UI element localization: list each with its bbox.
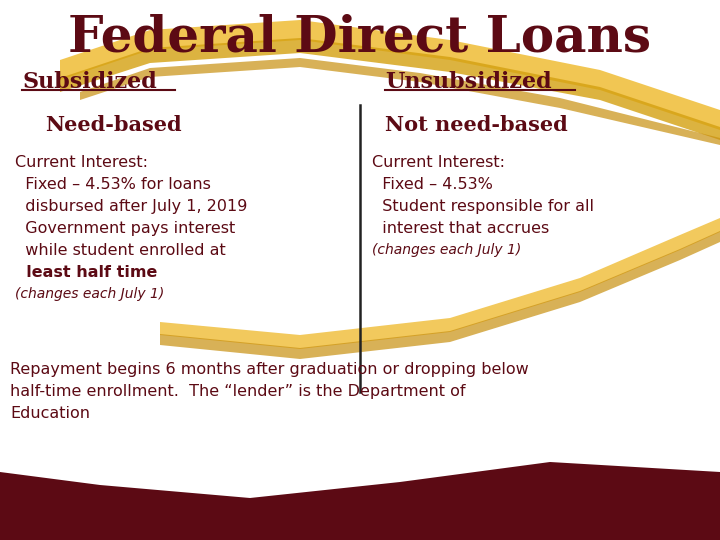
Text: half-time enrollment.  The “lender” is the Department of: half-time enrollment. The “lender” is th…	[10, 384, 466, 399]
Text: Not need-based: Not need-based	[385, 115, 568, 135]
Text: Education: Education	[10, 406, 90, 421]
Text: Current Interest:: Current Interest:	[15, 155, 148, 170]
Polygon shape	[160, 218, 720, 349]
Text: while student enrolled at: while student enrolled at	[15, 243, 226, 258]
Text: interest that accrues: interest that accrues	[372, 221, 549, 236]
Text: Need-based: Need-based	[45, 115, 181, 135]
Text: Fixed – 4.53% for loans: Fixed – 4.53% for loans	[15, 177, 211, 192]
Polygon shape	[0, 462, 720, 540]
Text: disbursed after July 1, 2019: disbursed after July 1, 2019	[15, 199, 248, 214]
Polygon shape	[160, 231, 720, 359]
Text: Government pays interest: Government pays interest	[15, 221, 235, 236]
Text: Student responsible for all: Student responsible for all	[372, 199, 594, 214]
Text: Federal Direct Loans: Federal Direct Loans	[68, 14, 652, 63]
Text: least half time: least half time	[15, 265, 158, 280]
Text: Fixed – 4.53%: Fixed – 4.53%	[372, 177, 493, 192]
Text: Repayment begins 6 months after graduation or dropping below: Repayment begins 6 months after graduati…	[10, 362, 528, 377]
Polygon shape	[60, 20, 720, 130]
Polygon shape	[60, 38, 720, 140]
Polygon shape	[80, 58, 720, 145]
Text: (changes each July 1): (changes each July 1)	[372, 243, 521, 257]
Text: Unsubsidized: Unsubsidized	[385, 71, 552, 93]
Text: Current Interest:: Current Interest:	[372, 155, 505, 170]
Text: Subsidized: Subsidized	[22, 71, 157, 93]
Text: (changes each July 1): (changes each July 1)	[15, 287, 164, 301]
